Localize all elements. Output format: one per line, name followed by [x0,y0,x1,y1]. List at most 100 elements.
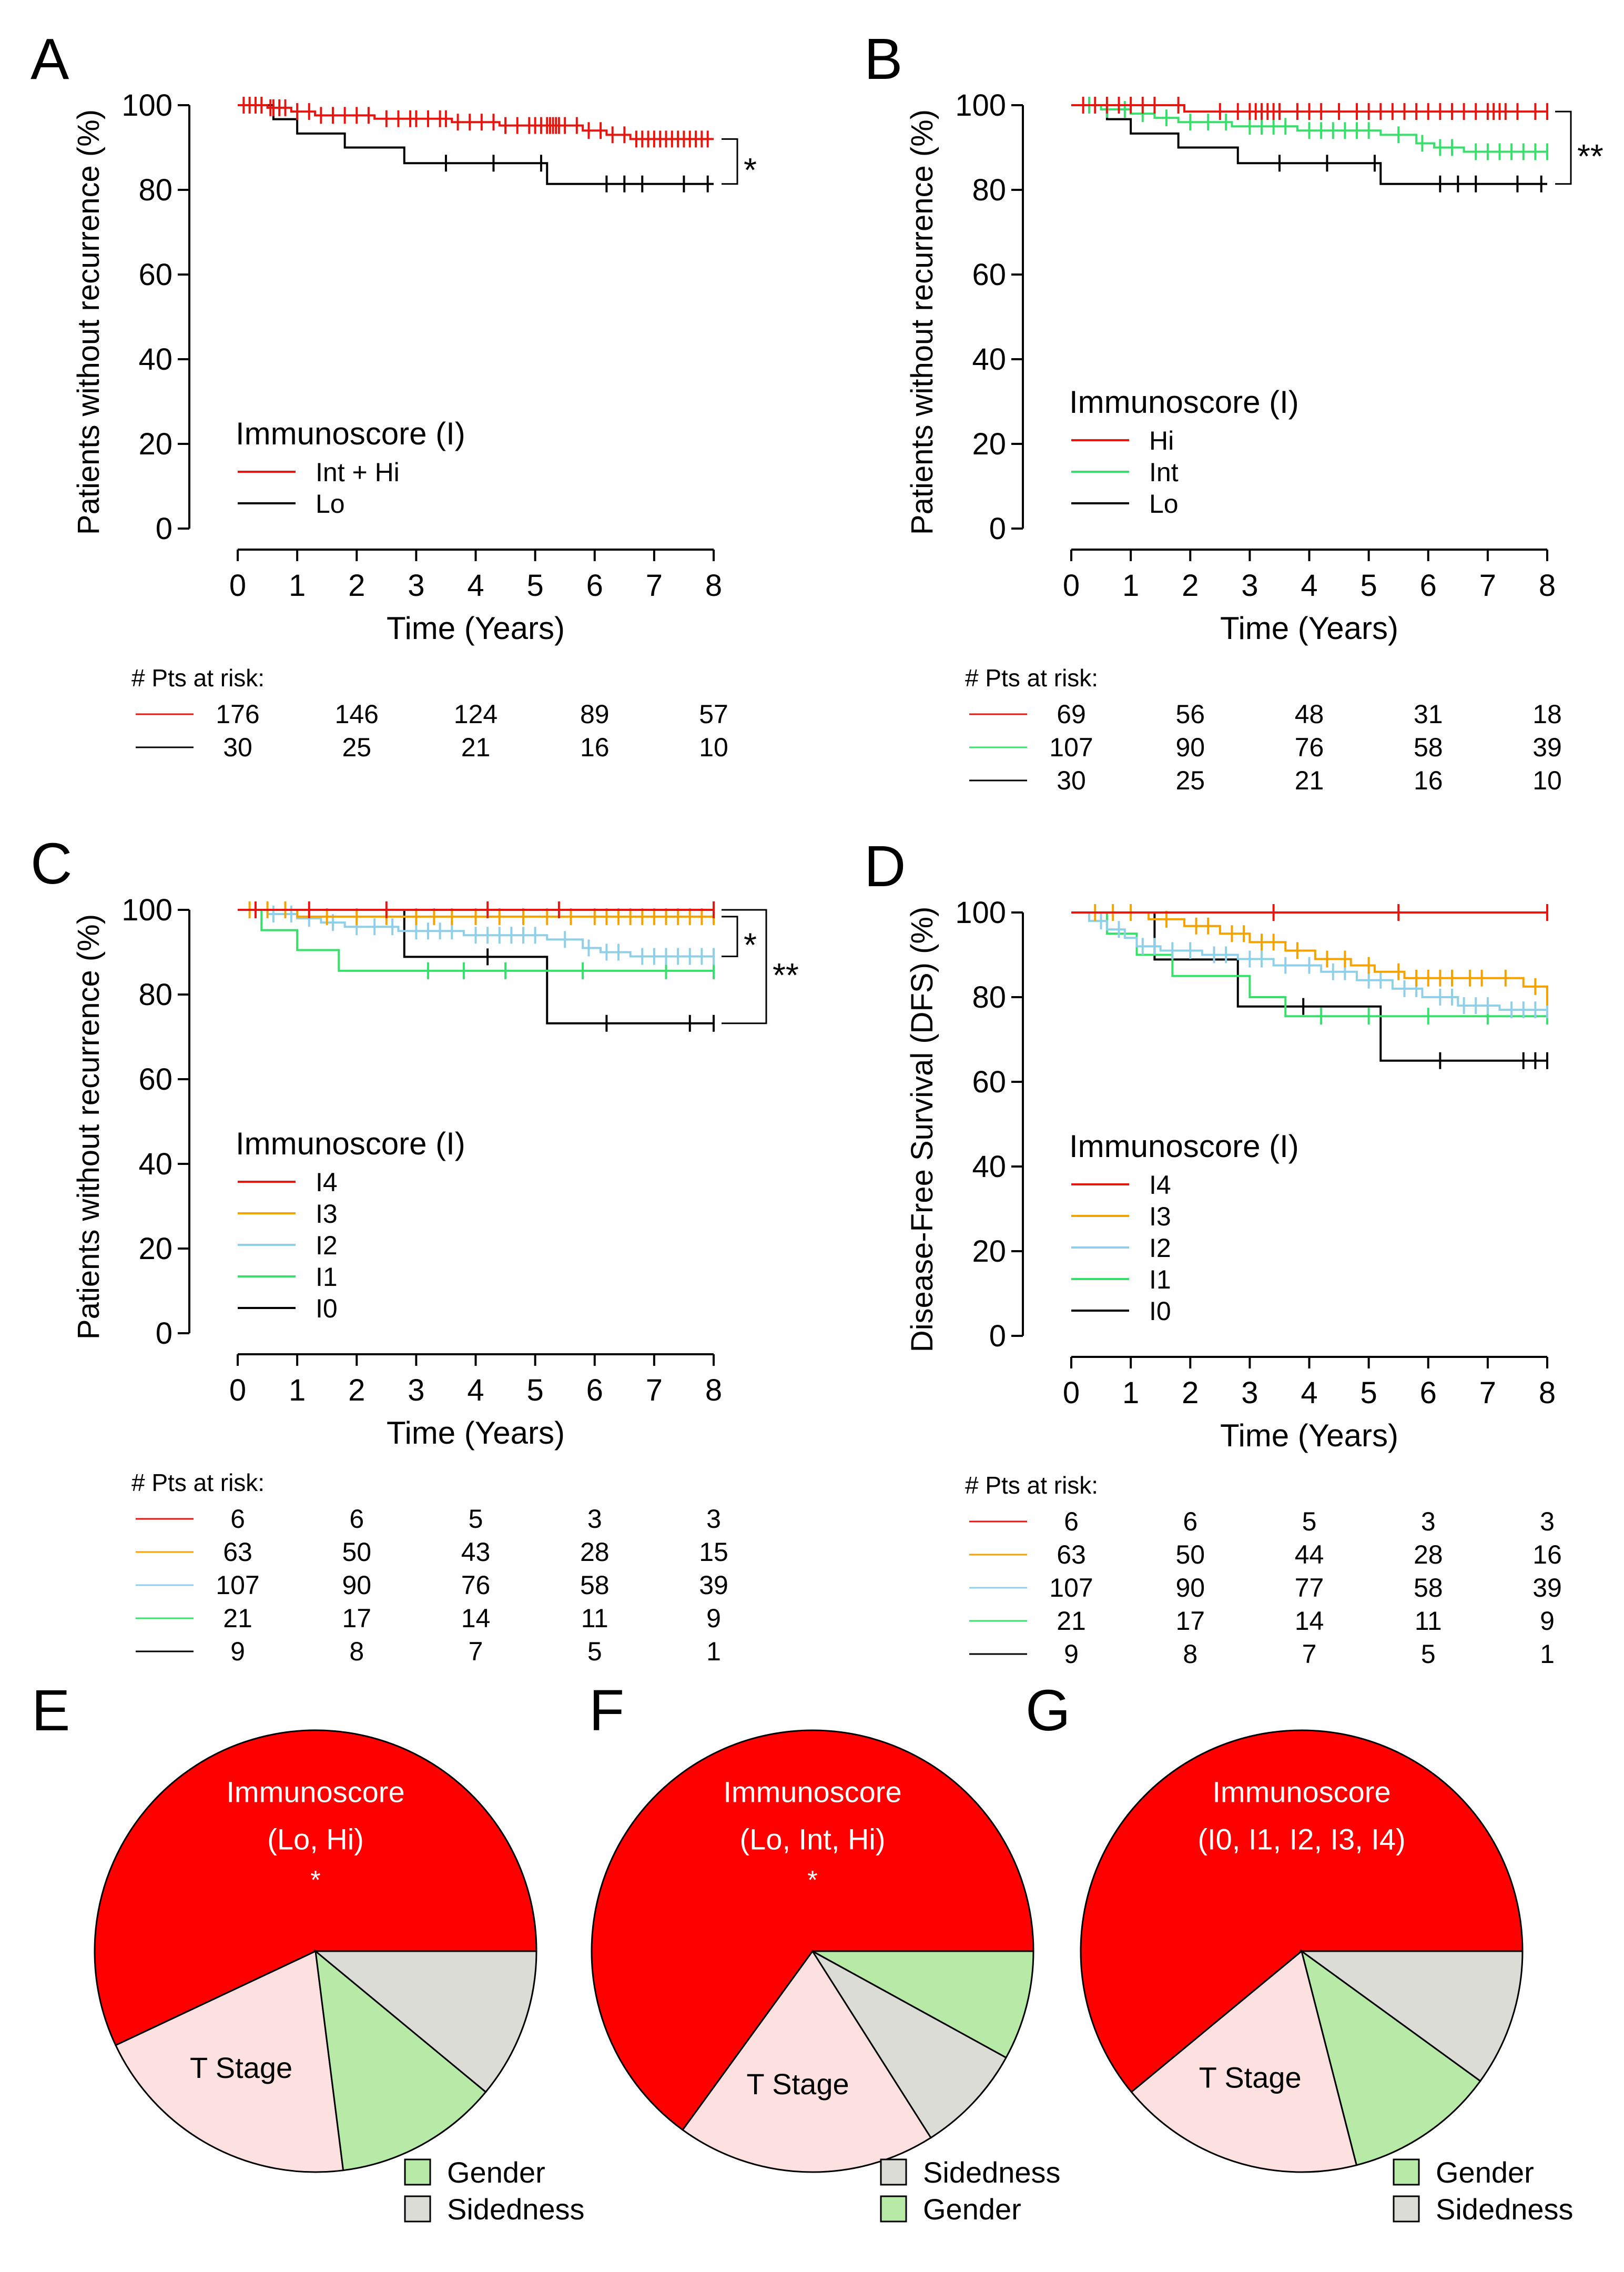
km-curve [1071,104,1547,113]
at-risk-value: 3 [587,1504,602,1534]
at-risk-value: 63 [223,1537,252,1567]
legend-label: Lo [1149,489,1179,519]
significance-mark: * [744,151,757,189]
pie-legend-label: Gender [447,2156,545,2189]
y-tick-label: 20 [138,1232,172,1266]
at-risk-value: 63 [1057,1540,1086,1569]
y-tick-label: 60 [138,1062,172,1097]
pie-legend-label: Sidedness [447,2193,585,2226]
at-risk-value: 28 [1414,1540,1443,1569]
at-risk-title: # Pts at risk: [965,664,1098,692]
y-axis-label: Disease-Free Survival (DFS) (%) [905,907,939,1353]
at-risk-value: 48 [1295,699,1324,729]
panel-letter: E [32,1678,70,1743]
series-i4 [238,901,715,918]
y-tick-label: 20 [138,427,172,461]
significance-bracket [722,916,738,958]
panel-letter: B [864,27,902,92]
at-risk-value: 5 [1302,1507,1317,1536]
at-risk-value: 5 [469,1504,483,1534]
y-tick-label: 100 [955,88,1006,123]
x-tick-label: 4 [1301,569,1317,603]
x-tick-label: 1 [289,1373,306,1407]
pie-slice-gender [1300,1949,1481,2166]
at-risk-title: # Pts at risk: [131,1469,265,1496]
at-risk-value: 10 [1532,766,1562,795]
pie-slice-sublabel: (I0, I1, I2, I3, I4) [1197,1822,1405,1855]
at-risk-value: 8 [1183,1639,1197,1669]
at-risk-value: 5 [1421,1639,1436,1669]
x-axis-label: Time (Years) [1220,611,1398,646]
y-tick-label: 0 [156,512,172,546]
pie-slice-immunoscore [94,1729,537,2046]
pie-legend-swatch [404,2158,431,2186]
at-risk-value: 7 [469,1637,483,1666]
at-risk-value: 21 [1295,766,1324,795]
x-axis-label: Time (Years) [387,611,565,646]
pie-legend-label: Sidedness [1436,2193,1574,2226]
x-tick-label: 0 [1063,1376,1080,1410]
legend-label: I3 [316,1199,338,1229]
pie-slice-sublabel: (Lo, Int, Hi) [740,1822,886,1855]
pie-legend-label: Sidedness [923,2156,1061,2189]
y-axis-label: Patients without recurrence (%) [72,914,106,1340]
pie-significance-mark: * [807,1865,817,1894]
at-risk-value: 6 [230,1504,245,1534]
significance-bracket [722,138,738,185]
y-tick-label: 20 [972,1234,1006,1269]
at-risk-value: 9 [1540,1606,1555,1636]
at-risk-value: 21 [223,1604,252,1633]
y-tick-label: 100 [121,88,172,123]
significance-bracket [1555,110,1572,185]
at-risk-value: 39 [699,1570,728,1600]
pie-panel-G: G Immunoscore (I0, I1, I2, I3, I4) T Stage G… [1026,1678,1574,2226]
at-risk-value: 21 [1057,1606,1086,1636]
pie-legend-swatch [1393,2158,1420,2186]
panel-letter: C [31,831,72,896]
x-tick-label: 6 [586,1373,603,1407]
at-risk-value: 176 [216,699,259,729]
at-risk-value: 56 [1175,699,1205,729]
at-risk-value: 6 [349,1504,364,1534]
pie-slice-label: T Stage [747,2067,849,2101]
at-risk-value: 18 [1532,699,1562,729]
significance-mark: * [744,926,757,964]
y-tick-label: 100 [955,896,1006,930]
x-tick-label: 5 [1360,1376,1377,1410]
legend-label: I4 [1149,1170,1171,1200]
at-risk-value: 25 [342,733,371,762]
pie-slice-label: Immunoscore [226,1775,404,1808]
series-int-hi [238,97,714,148]
at-risk-value: 58 [1414,1573,1443,1602]
at-risk-value: 16 [1532,1540,1562,1569]
km-panel-D: D 0 20 40 60 80 100 0 1 2 3 4 5 6 7 8 Time (Years) Diseas… [864,834,1562,1669]
pie-significance-mark: * [310,1865,320,1894]
x-tick-label: 5 [1360,569,1377,603]
at-risk-value: 3 [706,1504,721,1534]
at-risk-value: 146 [335,699,379,729]
at-risk-value: 6 [1183,1507,1197,1536]
series-i2 [1071,911,1548,1019]
panel-letter: A [31,27,69,92]
km-curve [1071,911,1547,1062]
at-risk-value: 77 [1295,1573,1324,1602]
at-risk-value: 1 [1540,1639,1555,1669]
pie-legend-swatch [880,2158,907,2186]
at-risk-value: 50 [342,1537,371,1567]
pie-panel-F: F Immunoscore (Lo, Int, Hi) * T Stage Sidedne… [589,1678,1061,2226]
y-tick-label: 100 [121,893,172,927]
km-curve [1071,911,1548,997]
legend-title: Immunoscore (I) [1069,1129,1299,1164]
at-risk-value: 1 [706,1637,721,1666]
at-risk-value: 43 [461,1537,491,1567]
x-tick-label: 3 [1241,569,1258,603]
pie-slice-label: Immunoscore [1212,1775,1390,1808]
series-i3 [1071,904,1548,1006]
at-risk-value: 50 [1175,1540,1205,1569]
legend-label: I0 [1149,1296,1171,1326]
y-tick-label: 60 [138,258,172,292]
at-risk-value: 9 [706,1604,721,1633]
pie-slice-immunoscore [1080,1729,1524,2093]
